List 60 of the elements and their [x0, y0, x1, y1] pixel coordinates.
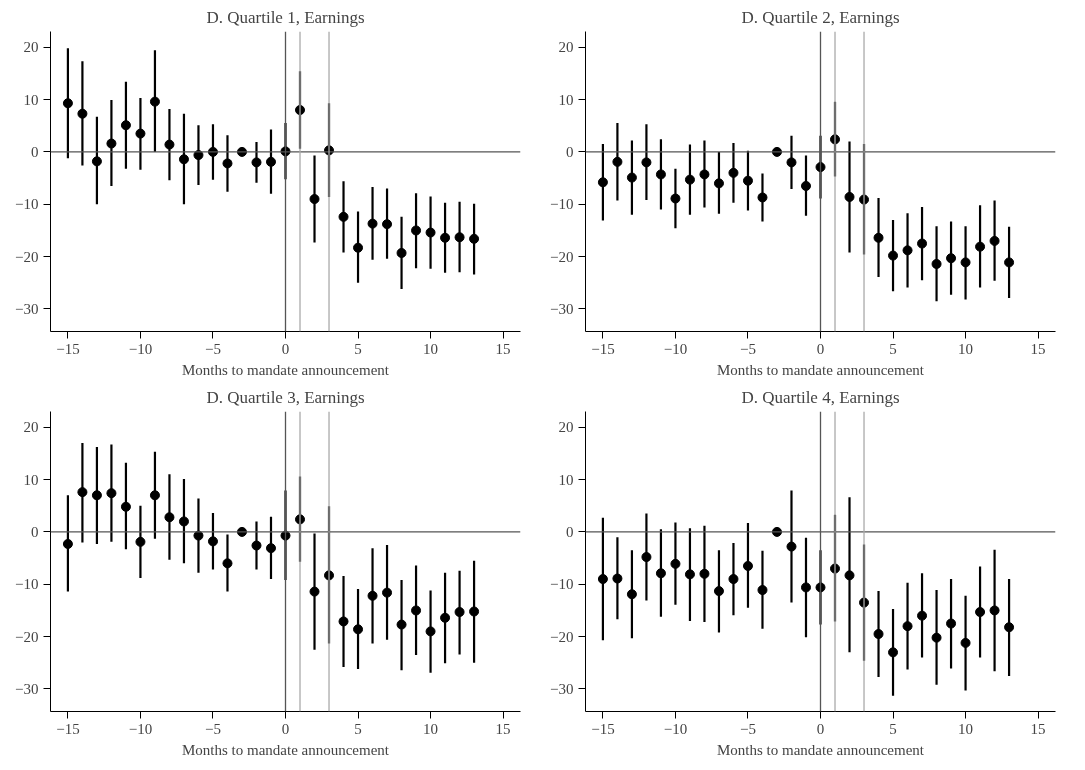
- x-tick-label: −10: [663, 340, 688, 357]
- y-tick-label: 10: [23, 91, 39, 108]
- x-tick-label: 5: [354, 340, 362, 357]
- y-tick-label: 20: [558, 419, 574, 436]
- x-tick-label: 5: [889, 340, 897, 357]
- x-tick-label: 10: [958, 340, 974, 357]
- y-tick-label: −30: [15, 300, 39, 317]
- y-tick-label: 20: [23, 39, 39, 56]
- x-tick-label: 5: [354, 720, 362, 737]
- y-tick-label: −10: [550, 196, 574, 213]
- y-tick-label: 0: [31, 143, 39, 160]
- x-tick-label: −5: [739, 340, 756, 357]
- y-tick-label: −30: [550, 300, 574, 317]
- x-tick-label: 5: [889, 720, 897, 737]
- x-tick-label: −5: [739, 720, 756, 737]
- chart-title: D. Quartile 2, Earnings: [741, 7, 900, 27]
- x-tick-label: −10: [128, 340, 153, 357]
- x-tick-label: 0: [281, 720, 290, 737]
- x-tick-label: 15: [1030, 720, 1046, 737]
- y-tick-label: −20: [550, 628, 574, 645]
- chart-title: D. Quartile 1, Earnings: [206, 7, 365, 27]
- x-axis-title: Months to mandate announcement: [716, 361, 925, 378]
- x-axis-title: Months to mandate announcement: [181, 361, 390, 378]
- x-tick-label: −5: [204, 340, 221, 357]
- y-tick-label: −30: [15, 680, 39, 697]
- x-tick-label: 15: [495, 340, 511, 357]
- x-tick-label: 0: [816, 720, 825, 737]
- y-tick-label: 10: [558, 471, 574, 488]
- x-tick-label: −10: [128, 720, 153, 737]
- y-tick-label: −30: [550, 680, 574, 697]
- x-tick-label: −15: [591, 720, 615, 737]
- x-tick-label: −15: [56, 720, 80, 737]
- y-tick-label: 0: [566, 143, 574, 160]
- y-tick-label: 10: [558, 91, 574, 108]
- y-tick-label: 0: [31, 523, 39, 540]
- x-tick-label: 10: [958, 720, 974, 737]
- x-tick-label: −5: [204, 720, 221, 737]
- chart-title: D. Quartile 4, Earnings: [741, 387, 900, 407]
- x-tick-label: 0: [816, 340, 825, 357]
- y-tick-label: 0: [566, 523, 574, 540]
- y-tick-label: −10: [550, 576, 574, 593]
- x-tick-label: 10: [423, 720, 439, 737]
- y-tick-label: −20: [15, 248, 39, 265]
- x-axis-title: Months to mandate announcement: [716, 741, 925, 758]
- x-tick-label: 0: [281, 340, 290, 357]
- y-tick-label: −20: [550, 248, 574, 265]
- y-tick-label: −10: [15, 576, 39, 593]
- x-axis-title: Months to mandate announcement: [181, 741, 390, 758]
- y-tick-label: 20: [558, 39, 574, 56]
- x-tick-label: −15: [56, 340, 80, 357]
- x-tick-label: 10: [423, 340, 439, 357]
- y-tick-label: −10: [15, 196, 39, 213]
- x-tick-label: −15: [591, 340, 615, 357]
- y-tick-label: −20: [15, 628, 39, 645]
- x-tick-label: −10: [663, 720, 688, 737]
- y-tick-label: 10: [23, 471, 39, 488]
- y-tick-label: 20: [23, 419, 39, 436]
- x-tick-label: 15: [1030, 340, 1046, 357]
- chart-title: D. Quartile 3, Earnings: [206, 387, 365, 407]
- x-tick-label: 15: [495, 720, 511, 737]
